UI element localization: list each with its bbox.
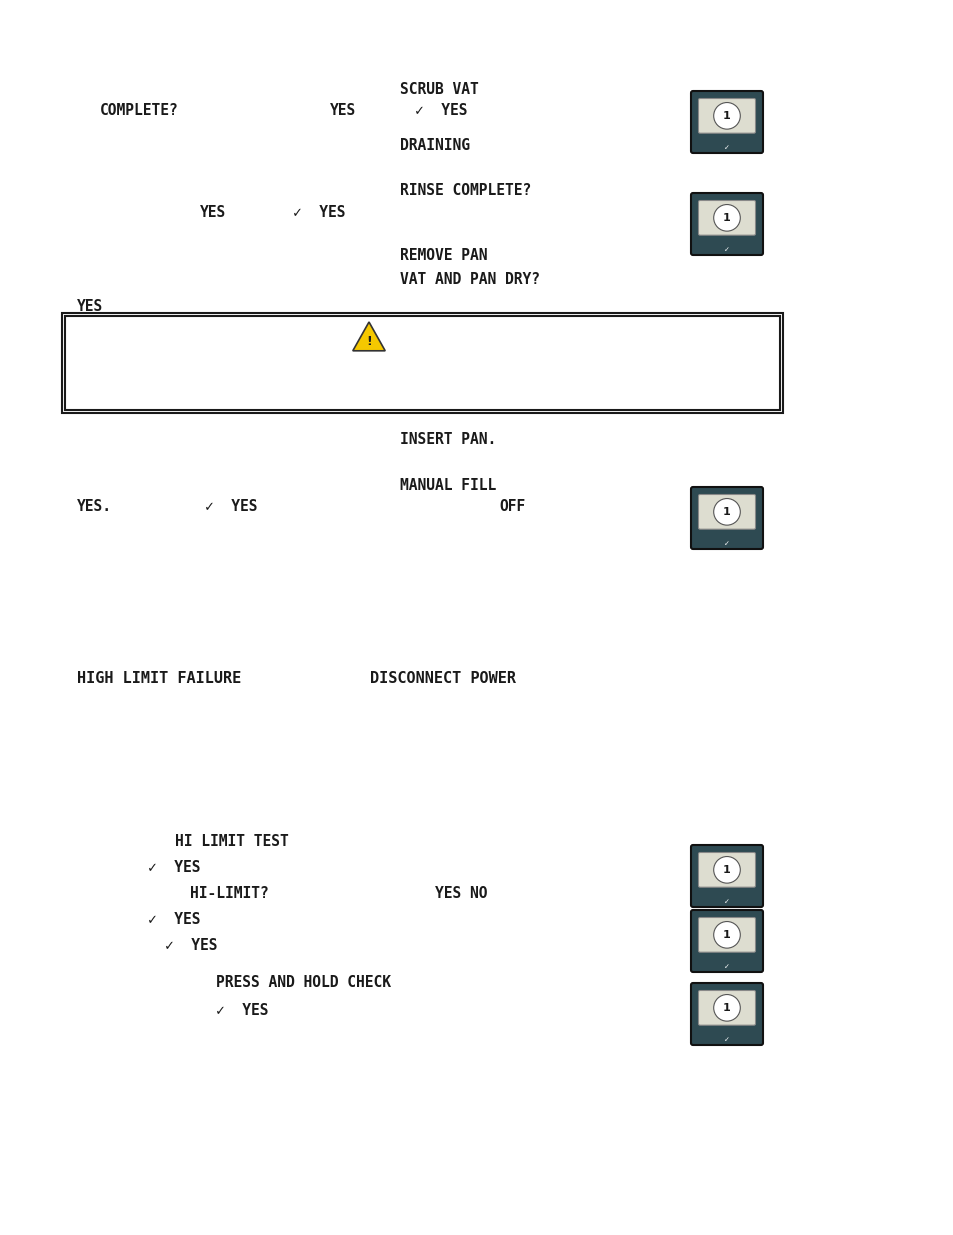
Text: HI LIMIT TEST: HI LIMIT TEST: [174, 834, 289, 848]
Circle shape: [713, 921, 740, 948]
Text: ✓: ✓: [723, 541, 729, 547]
Circle shape: [713, 994, 740, 1021]
Text: ✓  YES: ✓ YES: [205, 499, 257, 514]
Text: 1: 1: [722, 212, 730, 222]
Text: YES: YES: [200, 205, 226, 220]
Text: MANUAL FILL: MANUAL FILL: [399, 478, 496, 493]
Text: PRESS AND HOLD CHECK: PRESS AND HOLD CHECK: [215, 974, 391, 990]
Text: DRAINING: DRAINING: [399, 138, 470, 153]
Text: SCRUB VAT: SCRUB VAT: [399, 82, 478, 98]
Circle shape: [713, 103, 740, 130]
Circle shape: [713, 499, 740, 525]
Text: OFF: OFF: [498, 499, 525, 514]
Text: HIGH LIMIT FAILURE: HIGH LIMIT FAILURE: [77, 671, 241, 685]
Text: ✓: ✓: [723, 899, 729, 905]
Bar: [65, 316, 780, 410]
FancyBboxPatch shape: [698, 852, 755, 887]
FancyBboxPatch shape: [698, 200, 755, 235]
Text: 1: 1: [722, 864, 730, 874]
FancyBboxPatch shape: [690, 845, 762, 906]
FancyBboxPatch shape: [690, 193, 762, 254]
Text: ✓  YES: ✓ YES: [415, 103, 467, 119]
Text: ✓: ✓: [723, 247, 729, 253]
Polygon shape: [353, 322, 385, 351]
Text: ✓: ✓: [723, 1037, 729, 1044]
Text: 1: 1: [722, 930, 730, 940]
Circle shape: [713, 205, 740, 231]
Text: ✓  YES: ✓ YES: [165, 939, 217, 953]
Text: INSERT PAN.: INSERT PAN.: [399, 432, 496, 447]
Text: 1: 1: [722, 506, 730, 516]
Text: ✓  YES: ✓ YES: [148, 911, 200, 927]
Text: 1: 1: [722, 1003, 730, 1013]
Text: ✓  YES: ✓ YES: [215, 1003, 268, 1018]
Text: ✓  YES: ✓ YES: [293, 205, 345, 220]
Bar: [62, 312, 782, 412]
Text: HI-LIMIT?: HI-LIMIT?: [190, 885, 269, 902]
Text: COMPLETE?: COMPLETE?: [100, 103, 178, 119]
Text: 1: 1: [722, 111, 730, 121]
Circle shape: [713, 857, 740, 883]
Text: VAT AND PAN DRY?: VAT AND PAN DRY?: [399, 272, 539, 287]
FancyBboxPatch shape: [698, 990, 755, 1025]
Text: YES: YES: [330, 103, 355, 119]
Text: YES: YES: [77, 299, 103, 314]
Text: RINSE COMPLETE?: RINSE COMPLETE?: [399, 183, 531, 198]
FancyBboxPatch shape: [698, 918, 755, 952]
Text: ✓: ✓: [723, 144, 729, 151]
FancyBboxPatch shape: [690, 487, 762, 550]
Text: DISCONNECT POWER: DISCONNECT POWER: [370, 671, 516, 685]
Text: ✓: ✓: [723, 965, 729, 969]
FancyBboxPatch shape: [690, 983, 762, 1045]
FancyBboxPatch shape: [698, 99, 755, 133]
Text: YES.: YES.: [77, 499, 112, 514]
Text: !: !: [366, 335, 372, 348]
FancyBboxPatch shape: [698, 494, 755, 529]
FancyBboxPatch shape: [690, 910, 762, 972]
Text: ✓  YES: ✓ YES: [148, 860, 200, 876]
Text: REMOVE PAN: REMOVE PAN: [399, 248, 487, 263]
Text: YES NO: YES NO: [435, 885, 487, 902]
FancyBboxPatch shape: [690, 91, 762, 153]
